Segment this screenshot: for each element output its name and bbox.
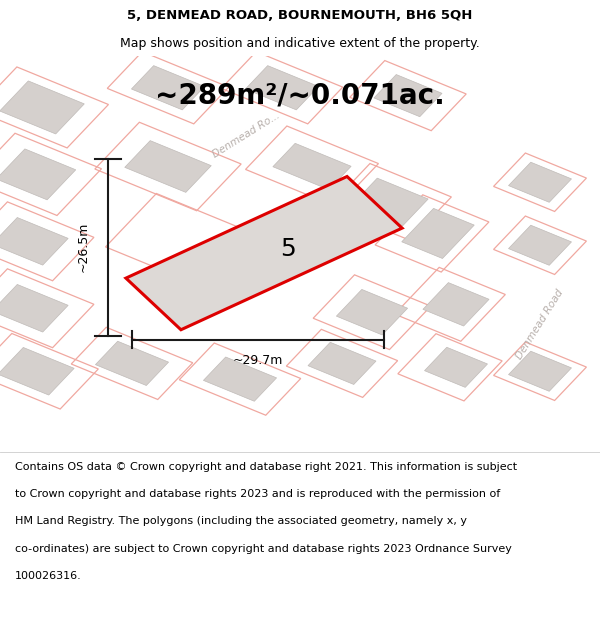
Polygon shape (308, 342, 376, 384)
Polygon shape (374, 74, 442, 117)
Text: Contains OS data © Crown copyright and database right 2021. This information is : Contains OS data © Crown copyright and d… (15, 462, 517, 472)
Text: to Crown copyright and database rights 2023 and is reproduced with the permissio: to Crown copyright and database rights 2… (15, 489, 500, 499)
Polygon shape (337, 289, 407, 335)
Polygon shape (0, 348, 74, 395)
Polygon shape (402, 208, 474, 259)
Polygon shape (423, 282, 489, 326)
Text: ~289m²/~0.071ac.: ~289m²/~0.071ac. (155, 82, 445, 109)
Text: 5: 5 (280, 237, 296, 261)
Text: ~26.5m: ~26.5m (77, 222, 90, 272)
Text: Denmead Ro...: Denmead Ro... (211, 111, 281, 159)
Polygon shape (131, 66, 205, 110)
Polygon shape (0, 0, 583, 479)
Polygon shape (95, 341, 169, 386)
Polygon shape (0, 81, 84, 134)
Text: Denmead Road: Denmead Road (514, 288, 566, 361)
Polygon shape (0, 149, 76, 200)
Text: 5, DENMEAD ROAD, BOURNEMOUTH, BH6 5QH: 5, DENMEAD ROAD, BOURNEMOUTH, BH6 5QH (127, 9, 473, 22)
Text: Map shows position and indicative extent of the property.: Map shows position and indicative extent… (120, 38, 480, 51)
Polygon shape (245, 66, 319, 110)
Polygon shape (203, 357, 277, 401)
Polygon shape (126, 176, 402, 330)
Polygon shape (273, 143, 351, 189)
Polygon shape (425, 348, 487, 388)
Polygon shape (0, 284, 68, 332)
Polygon shape (0, 138, 597, 589)
Polygon shape (352, 178, 428, 226)
Polygon shape (161, 0, 600, 625)
Text: co-ordinates) are subject to Crown copyright and database rights 2023 Ordnance S: co-ordinates) are subject to Crown copyr… (15, 544, 512, 554)
Polygon shape (509, 162, 571, 202)
Polygon shape (509, 225, 571, 265)
Polygon shape (125, 141, 211, 192)
Polygon shape (0, 217, 68, 265)
Polygon shape (509, 351, 571, 391)
Text: HM Land Registry. The polygons (including the associated geometry, namely x, y: HM Land Registry. The polygons (includin… (15, 516, 467, 526)
Text: ~29.7m: ~29.7m (233, 354, 283, 366)
Text: 100026316.: 100026316. (15, 571, 82, 581)
